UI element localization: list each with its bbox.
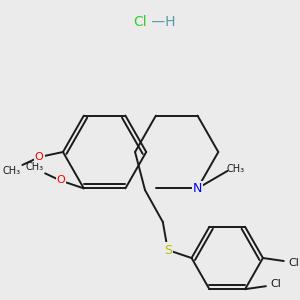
Text: Cl: Cl [134,15,147,29]
Text: CH₃: CH₃ [2,166,20,176]
Text: CH₃: CH₃ [25,162,43,172]
Text: O: O [57,176,65,185]
Text: N: N [193,182,202,195]
Text: O: O [35,152,44,162]
Text: S: S [164,244,172,256]
Text: —H: —H [147,15,176,29]
Text: Cl: Cl [270,279,281,289]
Text: Cl: Cl [288,258,299,268]
Text: CH₃: CH₃ [226,164,244,174]
